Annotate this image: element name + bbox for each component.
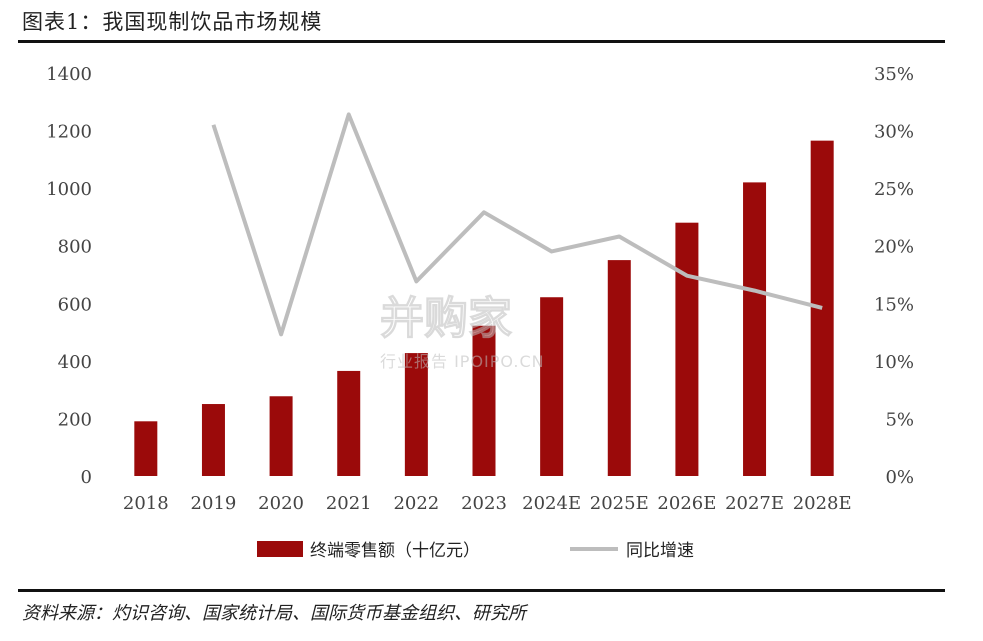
left-axis-tick-label: 200 (58, 409, 92, 430)
right-axis-tick-label: 20% (874, 237, 914, 258)
right-axis-ticks: 0% 5% 10% 15% 20% 25% 30% 35% (874, 64, 914, 488)
right-axis-tick-label: 5% (885, 409, 914, 430)
bottom-rule (18, 589, 945, 592)
x-axis-tick-label: 2018 (123, 493, 169, 514)
bar (404, 353, 428, 476)
legend-bar-swatch (257, 541, 303, 557)
right-axis-tick-label: 30% (874, 122, 914, 143)
left-axis-tick-label: 600 (58, 294, 92, 315)
x-axis-tick-label: 2025E (590, 493, 649, 514)
bar (201, 404, 225, 476)
legend: 终端零售额（十亿元） 同比增速 (257, 541, 694, 561)
bar-series (134, 140, 834, 476)
figure-title: 图表1：我国现制饮品市场规模 (22, 10, 323, 34)
left-axis-ticks: 0 200 400 600 800 1000 1200 1400 (46, 64, 92, 488)
bar (134, 421, 158, 476)
legend-bar-label: 终端零售额（十亿元） (310, 541, 480, 561)
line-series (211, 112, 823, 337)
growth-rate-line (211, 112, 823, 337)
left-axis-tick-label: 400 (58, 352, 92, 373)
bar (540, 297, 564, 476)
left-axis-tick-label: 1400 (46, 64, 92, 85)
x-axis-ticks: 2018 2019 2020 2021 2022 2023 2024E 2025E 2026E 2… (123, 493, 852, 514)
x-axis-tick-label: 2026E (657, 493, 716, 514)
bar (675, 222, 699, 476)
left-axis-tick-label: 1000 (46, 179, 92, 200)
x-axis-tick-label: 2028E (793, 493, 852, 514)
bar (743, 182, 767, 476)
bar (607, 260, 631, 476)
right-axis-tick-label: 25% (874, 179, 914, 200)
x-axis-tick-label: 2023 (461, 493, 507, 514)
left-axis-tick-label: 0 (81, 467, 92, 488)
source-note: 资料来源：灼识咨询、国家统计局、国际货币基金组织、研究所 (22, 603, 526, 624)
right-axis-tick-label: 15% (874, 294, 914, 315)
x-axis-tick-label: 2019 (191, 493, 237, 514)
bar (472, 325, 496, 476)
x-axis-tick-label: 2022 (393, 493, 439, 514)
right-axis-tick-label: 0% (885, 467, 914, 488)
top-rule (18, 40, 945, 43)
x-axis-tick-label: 2020 (258, 493, 304, 514)
legend-line-label: 同比增速 (626, 541, 694, 561)
right-axis-tick-label: 10% (874, 352, 914, 373)
x-axis-tick-label: 2021 (326, 493, 372, 514)
bar (337, 370, 361, 476)
left-axis-tick-label: 800 (58, 237, 92, 258)
right-axis-tick-label: 35% (874, 64, 914, 85)
bar (269, 396, 293, 476)
bar (810, 140, 834, 476)
x-axis-tick-label: 2027E (725, 493, 784, 514)
left-axis-tick-label: 1200 (46, 122, 92, 143)
x-axis-tick-label: 2024E (522, 493, 581, 514)
